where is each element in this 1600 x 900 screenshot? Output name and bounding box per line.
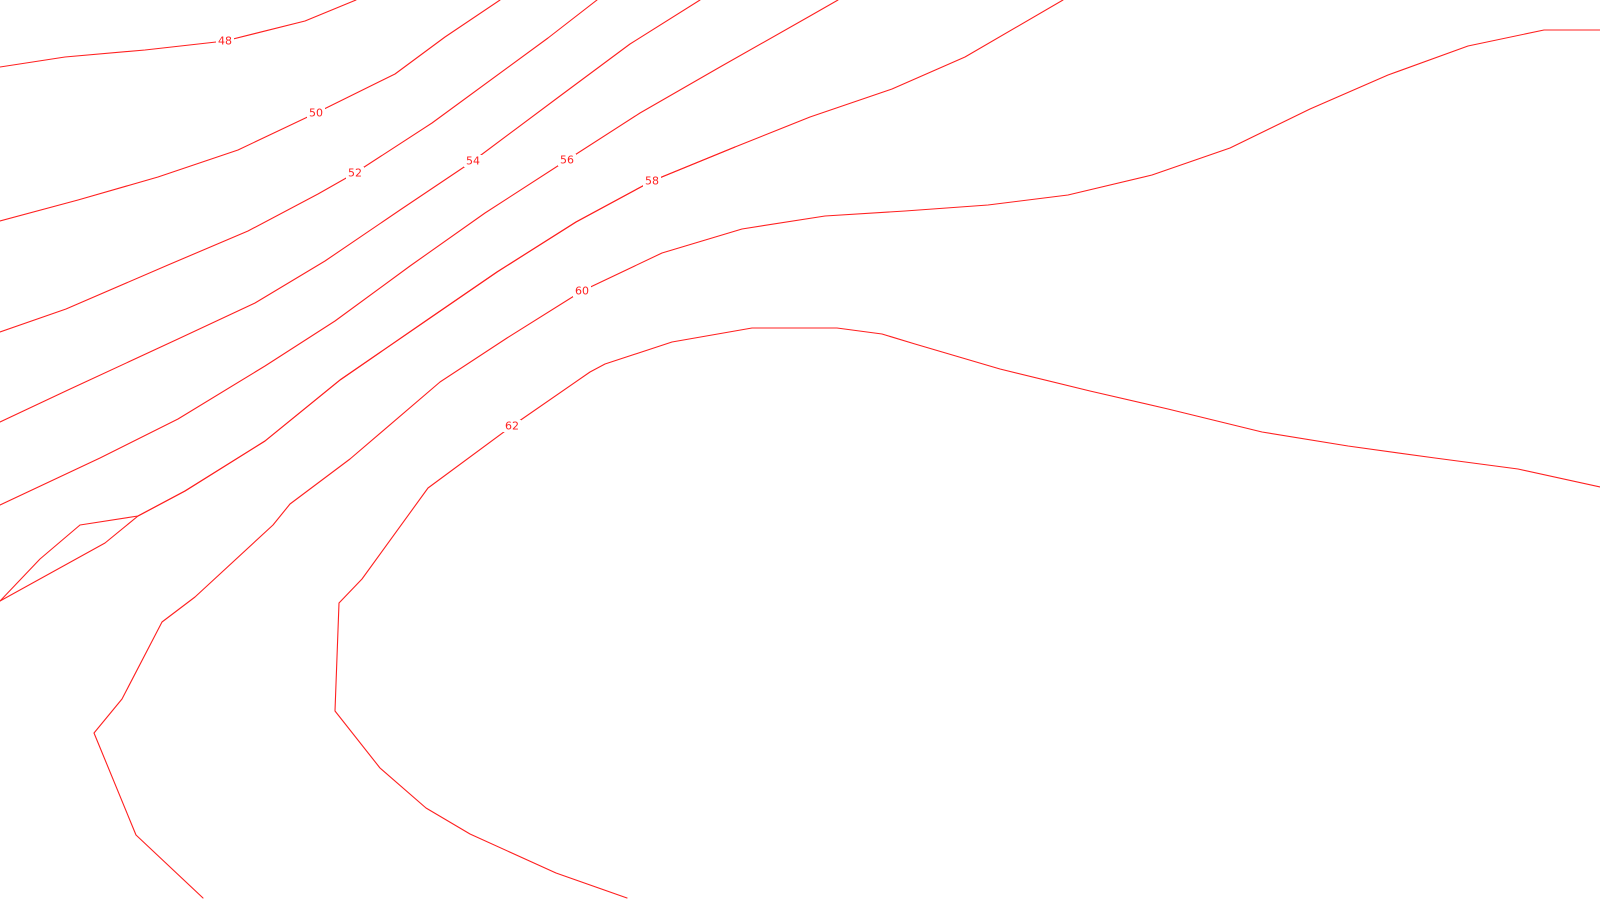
contour-label-background: [643, 175, 661, 187]
contour-label-text: 52: [348, 167, 362, 180]
contour-label-50: 50: [307, 107, 325, 120]
contour-label-56: 56: [558, 154, 576, 167]
contour-line-48: [0, 0, 357, 68]
contour-label-background: [346, 167, 364, 179]
contour-label-background: [573, 285, 591, 297]
contour-line-52: [0, 0, 598, 333]
contour-line-62: [334, 327, 1600, 899]
contour-label-52: 52: [346, 167, 364, 180]
contour-line-58: [0, 0, 1064, 602]
contour-label-58: 58: [643, 175, 661, 188]
contour-label-text: 58: [645, 175, 659, 188]
contour-label-background: [464, 155, 482, 167]
contour-labels-layer: 48 50 52 54 56 58 60 62: [216, 35, 661, 433]
contour-label-text: 50: [309, 107, 323, 120]
contour-label-text: 54: [466, 155, 480, 168]
contour-label-48: 48: [216, 35, 234, 48]
contour-label-62: 62: [503, 420, 521, 433]
contour-label-60: 60: [573, 285, 591, 298]
contour-label-text: 60: [575, 285, 589, 298]
contour-line-56: [0, 0, 839, 506]
contour-line-60: [0, 146, 736, 602]
contour-label-text: 56: [560, 154, 574, 167]
contour-label-background: [503, 420, 521, 432]
contour-line-60: [93, 29, 1600, 899]
contour-label-background: [216, 35, 234, 47]
contour-label-background: [558, 154, 576, 166]
contour-line-54: [0, 0, 701, 423]
contour-label-background: [307, 107, 325, 119]
contour-line-50: [0, 0, 501, 222]
contour-label-54: 54: [464, 155, 482, 168]
contour-label-text: 62: [505, 420, 519, 433]
contour-label-text: 48: [218, 35, 232, 48]
